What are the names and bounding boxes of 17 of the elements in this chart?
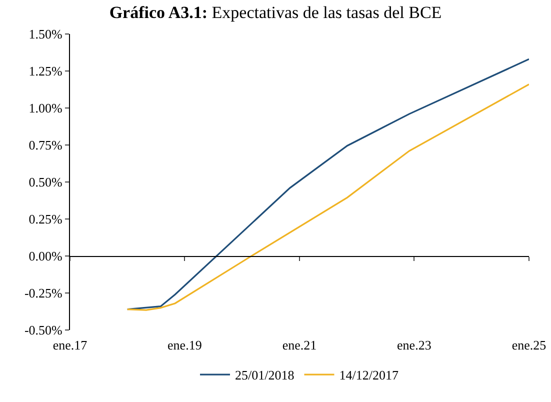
y-tick-label: 0.25%	[28, 212, 63, 227]
x-tick-label: ene.19	[168, 338, 202, 353]
y-tick-label: -0.50%	[24, 322, 63, 338]
chart-title: Gráfico A3.1: Expectativas de las tasas del BCE	[109, 2, 442, 22]
y-tick-label: 1.00%	[28, 100, 63, 116]
x-tick-label: ene.17	[52, 338, 88, 353]
y-tick-label: 0.75%	[28, 138, 63, 153]
x-tick-label: ene.25	[512, 338, 546, 353]
y-tick-label: -0.25%	[24, 286, 63, 301]
y-tick-label: 1.50%	[28, 26, 63, 42]
y-tick-label: 1.25%	[28, 64, 63, 79]
legend-label: 25/01/2018	[235, 368, 294, 383]
x-tick-label: ene.23	[397, 338, 432, 353]
y-tick-label: 0.00%	[28, 248, 63, 264]
y-tick-label: 0.50%	[28, 174, 63, 190]
x-tick-label: ene.21	[282, 338, 317, 353]
legend-label: 14/12/2017	[339, 368, 399, 383]
